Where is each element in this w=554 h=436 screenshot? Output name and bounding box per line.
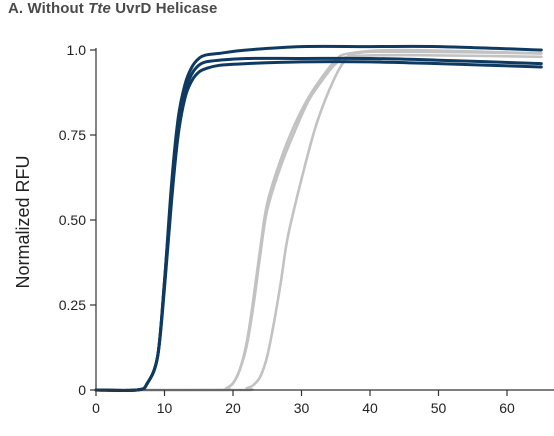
chart-title: A. Without Tte UvrD Helicase bbox=[8, 0, 217, 17]
y-tick-label: 0.50 bbox=[59, 212, 86, 228]
series-line-1 bbox=[94, 44, 543, 392]
series-lines bbox=[94, 44, 543, 392]
chart-title-italic: Tte bbox=[88, 0, 111, 17]
series-line-4 bbox=[94, 48, 543, 392]
y-tick-label: 0.25 bbox=[59, 297, 86, 313]
chart-title-suffix: UvrD Helicase bbox=[110, 0, 218, 17]
y-tick-label: 0 bbox=[78, 382, 86, 398]
series-line-3 bbox=[94, 60, 543, 392]
x-tick-label: 40 bbox=[362, 400, 378, 416]
series-line-2 bbox=[94, 56, 543, 392]
x-tick-label: 10 bbox=[157, 400, 173, 416]
series-line-6 bbox=[94, 50, 543, 392]
x-tick-label: 30 bbox=[294, 400, 310, 416]
y-tick-label: 1.0 bbox=[67, 42, 87, 58]
x-tick-label: 20 bbox=[225, 400, 241, 416]
series-line-5 bbox=[94, 53, 543, 392]
x-tick-label: 50 bbox=[431, 400, 447, 416]
chart-title-prefix: A. Without bbox=[8, 0, 89, 17]
y-tick-label: 0.75 bbox=[59, 127, 86, 143]
x-tick-label: 0 bbox=[92, 400, 100, 416]
axes: 0 10 20 30 40 50 60 0 0.25 0.50 0.75 1.0 bbox=[59, 42, 554, 416]
y-axis-label: Normalized RFU bbox=[13, 155, 33, 288]
x-tick-label: 60 bbox=[499, 400, 515, 416]
